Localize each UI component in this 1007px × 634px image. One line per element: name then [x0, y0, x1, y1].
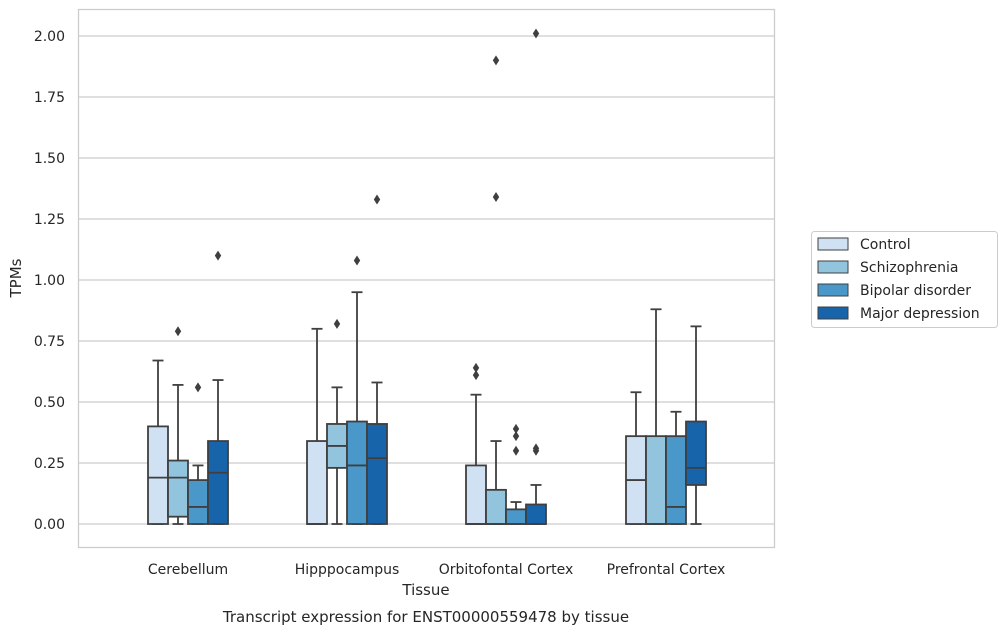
outlier-point [472, 370, 480, 381]
outlier-point [492, 55, 500, 66]
box-0-0 [147, 359, 169, 525]
legend-swatch [817, 260, 849, 274]
outlier-point [174, 326, 182, 337]
box-body [665, 435, 687, 525]
box-body [366, 423, 388, 525]
box-body [465, 464, 487, 525]
box-body [147, 425, 169, 525]
y-tick-label: 2.00 [34, 29, 65, 45]
legend-label: Major depression [860, 306, 980, 322]
y-tick-label: 0.75 [34, 334, 65, 350]
boxes [147, 28, 707, 525]
box-body [685, 420, 707, 486]
outlier-point [194, 382, 202, 393]
box-1-2 [485, 55, 507, 525]
outlier-point [532, 443, 540, 454]
x-axis-ticks: Cerebellum Hipppocampus Orbitofontal Corte… [148, 562, 725, 578]
outlier-point [214, 250, 222, 261]
y-tick-label: 1.75 [34, 90, 65, 106]
box-body [306, 440, 328, 525]
box-3-2 [525, 28, 547, 525]
outlier-point [492, 192, 500, 203]
x-tick-label: Orbitofontal Cortex [439, 562, 574, 578]
outlier-point [472, 362, 480, 373]
box-2-1 [346, 255, 368, 525]
box-body [525, 503, 547, 525]
box-body [485, 488, 507, 525]
box-1-3 [645, 308, 667, 525]
box-2-2 [505, 423, 527, 525]
box-0-2 [465, 362, 487, 525]
y-tick-label: 1.25 [34, 212, 65, 228]
x-axis-label: Tissue [401, 581, 449, 599]
y-tick-label: 0.00 [34, 517, 65, 533]
y-axis-ticks: 0.00 0.25 0.50 0.75 1.00 1.25 1.50 1.75 2.00 [34, 29, 65, 533]
legend-swatch [817, 306, 849, 320]
box-body [207, 440, 229, 525]
box-body [645, 435, 667, 525]
box-0-1 [306, 327, 328, 525]
legend-label: Bipolar disorder [860, 283, 971, 299]
box-3-1 [366, 194, 388, 525]
y-axis-label: TPMs [7, 258, 25, 298]
x-tick-label: Prefrontal Cortex [607, 562, 726, 578]
legend: Control Schizophrenia Bipolar disorder Majo… [811, 231, 998, 328]
x-tick-label: Hipppocampus [295, 562, 400, 578]
box-1-0 [167, 326, 189, 525]
box-body [505, 508, 527, 525]
y-tick-label: 0.25 [34, 456, 65, 472]
box-3-0 [207, 250, 229, 525]
y-tick-label: 1.00 [34, 273, 65, 289]
legend-label: Control [860, 237, 911, 253]
chart-caption: Transcript expression for ENST0000055947… [222, 608, 629, 626]
outlier-point [353, 255, 361, 266]
box-body [346, 420, 368, 525]
y-tick-label: 0.50 [34, 395, 65, 411]
outlier-point [512, 423, 520, 434]
x-tick-label: Cerebellum [148, 562, 228, 578]
outlier-point [333, 318, 341, 329]
plot-frame [77, 8, 776, 549]
outlier-point [532, 28, 540, 39]
grid-lines [78, 35, 775, 525]
legend-swatch [817, 283, 849, 297]
outlier-point [373, 194, 381, 205]
box-body [167, 459, 189, 518]
box-body [187, 479, 209, 525]
legend-label: Schizophrenia [860, 260, 958, 276]
box-2-0 [187, 382, 209, 525]
box-0-3 [625, 391, 647, 525]
box-1-1 [326, 318, 348, 525]
y-tick-label: 1.50 [34, 151, 65, 167]
legend-frame [811, 231, 998, 328]
outlier-point [512, 431, 520, 442]
outlier-point [512, 445, 520, 456]
box-3-3 [685, 325, 707, 525]
legend-swatch [817, 237, 849, 251]
box-2-3 [665, 410, 687, 525]
